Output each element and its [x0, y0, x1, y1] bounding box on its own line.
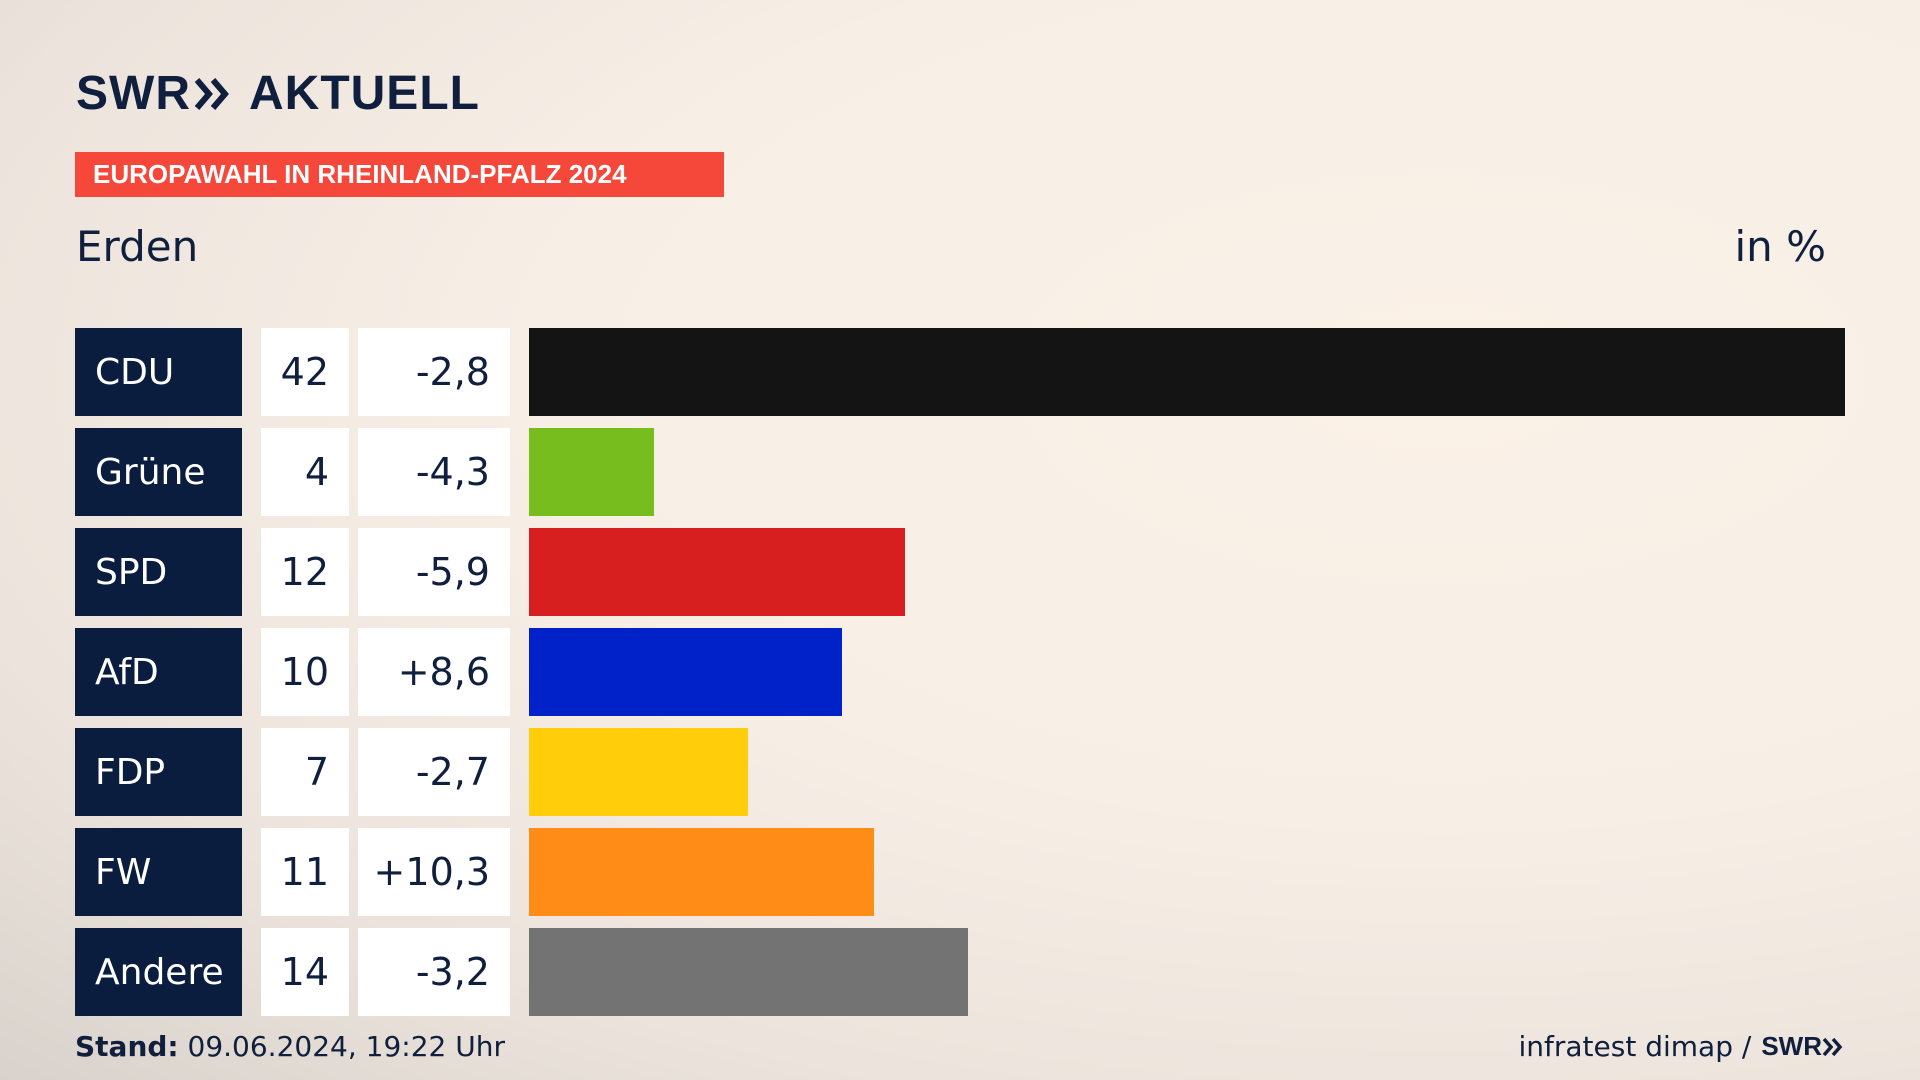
bar-track	[529, 828, 1845, 916]
vote-change: -2,7	[358, 728, 510, 816]
bar	[529, 328, 1845, 416]
bar	[529, 728, 748, 816]
result-rows: CDU 42 -2,8 Grüne 4 -4,3 SPD 12 -5,9 AfD 10 +8,6 FDP…	[75, 328, 1845, 1028]
double-chevron-icon	[194, 77, 229, 110]
unit-label: in %	[1734, 222, 1826, 271]
bar	[529, 428, 654, 516]
vote-change: -5,9	[358, 528, 510, 616]
vote-change: -2,8	[358, 328, 510, 416]
party-row: Grüne 4 -4,3	[75, 428, 1845, 516]
party-name: CDU	[75, 328, 242, 416]
bar-track	[529, 928, 1845, 1016]
party-row: AfD 10 +8,6	[75, 628, 1845, 716]
party-name: SPD	[75, 528, 242, 616]
bar-track	[529, 428, 1845, 516]
party-row: CDU 42 -2,8	[75, 328, 1845, 416]
vote-share: 14	[261, 928, 349, 1016]
party-row: FW 11 +10,3	[75, 828, 1845, 916]
bar-track	[529, 628, 1845, 716]
election-tag: EUROPAWAHL IN RHEINLAND-PFALZ 2024	[75, 152, 724, 197]
vote-share: 42	[261, 328, 349, 416]
vote-change: +10,3	[358, 828, 510, 916]
party-name: FDP	[75, 728, 242, 816]
swr-aktuell-logo: SWR AKTUELL	[76, 66, 480, 121]
source-logo-text: SWR	[1761, 1031, 1822, 1061]
party-row: SPD 12 -5,9	[75, 528, 1845, 616]
bar-track	[529, 728, 1845, 816]
swr-logo: SWR	[76, 66, 231, 121]
brand-suffix: AKTUELL	[248, 67, 480, 120]
double-chevron-icon	[1822, 1037, 1843, 1056]
party-row: FDP 7 -2,7	[75, 728, 1845, 816]
region-title: Erden	[76, 222, 199, 271]
vote-share: 10	[261, 628, 349, 716]
party-name: Andere	[75, 928, 242, 1016]
brand-name: SWR	[76, 67, 191, 120]
vote-change: -3,2	[358, 928, 510, 1016]
stand-value: 09.06.2024, 19:22 Uhr	[178, 1030, 505, 1063]
vote-share: 7	[261, 728, 349, 816]
stand-label: Stand:	[75, 1030, 179, 1063]
vote-share: 11	[261, 828, 349, 916]
bar	[529, 928, 968, 1016]
source-text: infratest dimap /	[1518, 1030, 1752, 1063]
swr-mini-logo: SWR	[1761, 1031, 1844, 1062]
vote-change: +8,6	[358, 628, 510, 716]
vote-change: -4,3	[358, 428, 510, 516]
vote-share: 12	[261, 528, 349, 616]
timestamp: Stand: 09.06.2024, 19:22 Uhr	[75, 1030, 505, 1063]
bar	[529, 828, 874, 916]
source-credit: infratest dimap / SWR	[1519, 1030, 1845, 1063]
party-name: FW	[75, 828, 242, 916]
party-name: AfD	[75, 628, 242, 716]
vote-share: 4	[261, 428, 349, 516]
bar-track	[529, 528, 1845, 616]
party-row: Andere 14 -3,2	[75, 928, 1845, 1016]
party-name: Grüne	[75, 428, 242, 516]
bar	[529, 528, 905, 616]
bar	[529, 628, 842, 716]
bar-track	[529, 328, 1845, 416]
